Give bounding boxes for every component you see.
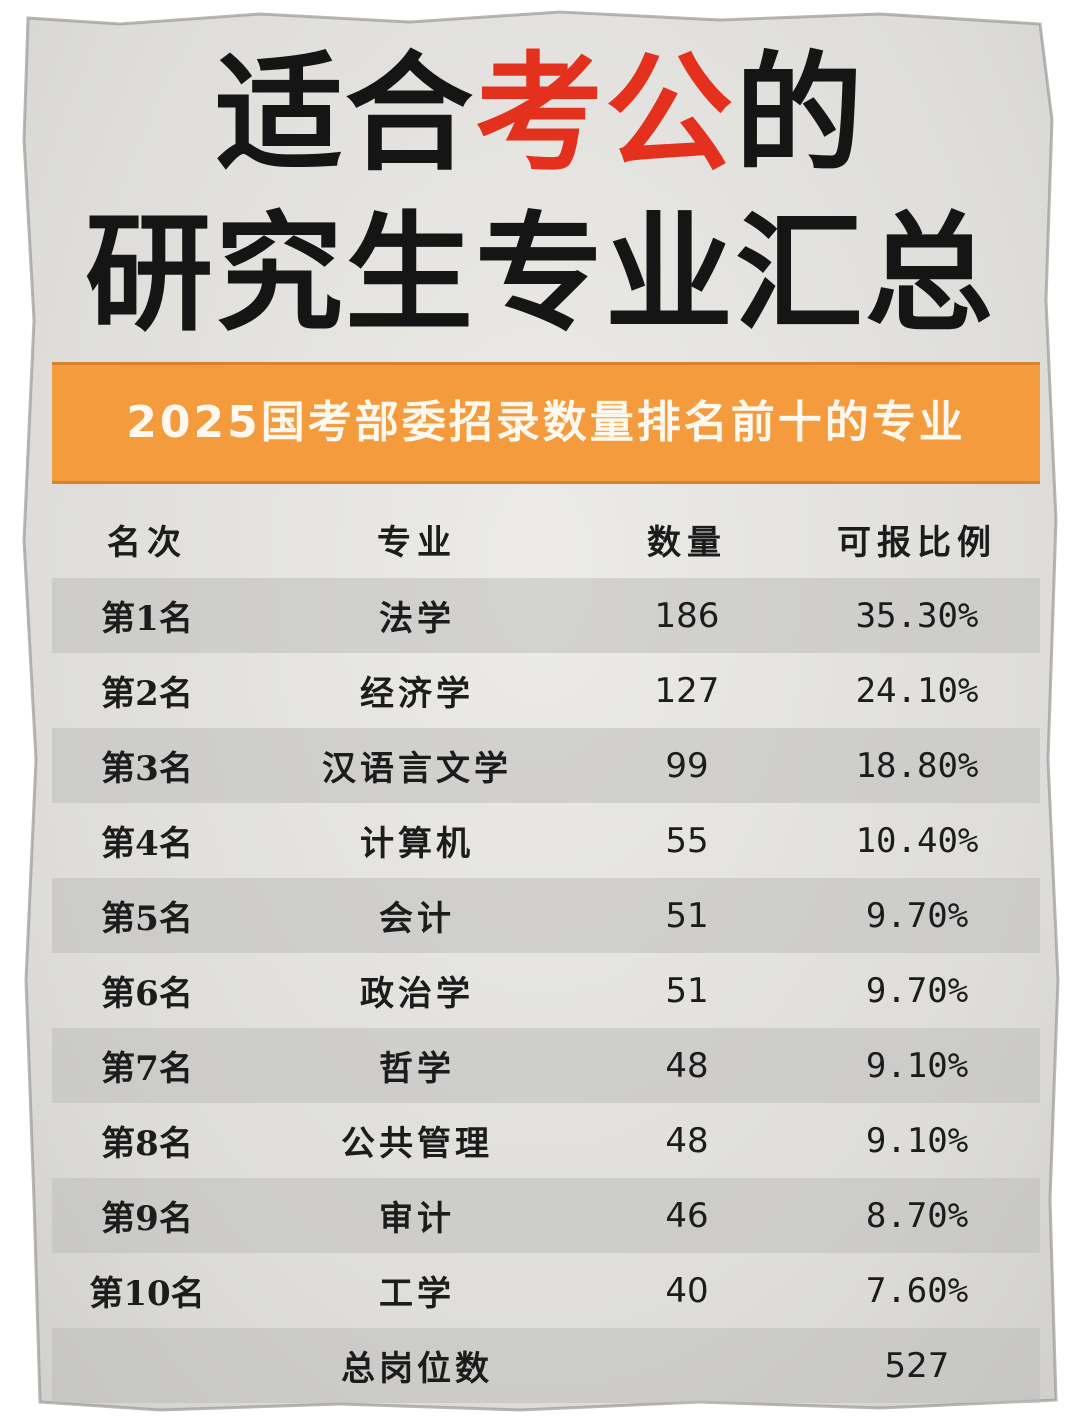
major-cell: 汉语言文学 bbox=[322, 749, 512, 789]
page-title-line1: 适合考公的 bbox=[0, 40, 1080, 190]
table-row: 第1名 法学 186 35.30% bbox=[52, 578, 1040, 653]
count-cell: 40 bbox=[665, 1270, 709, 1311]
ratio-cell: 9.70% bbox=[865, 970, 969, 1011]
table-total-row: 总岗位数 527 bbox=[52, 1328, 1040, 1403]
count-cell: 46 bbox=[665, 1195, 709, 1236]
rank-cell: 第8名 bbox=[101, 1124, 193, 1164]
major-cell: 公共管理 bbox=[341, 1124, 493, 1164]
ratio-cell: 9.10% bbox=[865, 1045, 969, 1086]
table-row: 第9名 审计 46 8.70% bbox=[52, 1178, 1040, 1253]
page-title-line2: 研究生专业汇总 bbox=[84, 200, 995, 349]
table-row: 第3名 汉语言文学 99 18.80% bbox=[52, 728, 1040, 803]
table-row: 第7名 哲学 48 9.10% bbox=[52, 1028, 1040, 1103]
header-major: 专业 bbox=[377, 522, 457, 563]
table-header-row: 名次 专业 数量 可报比例 bbox=[52, 500, 1040, 578]
rank-cell: 第2名 bbox=[101, 674, 193, 714]
major-cell: 哲学 bbox=[379, 1049, 455, 1089]
ranking-table: 名次 专业 数量 可报比例 第1名 法学 186 35.30% 第2名 经济学 … bbox=[52, 500, 1040, 1403]
subtitle-banner-text: 2025国考部委招录数量排名前十的专业 bbox=[126, 397, 966, 448]
table-row: 第10名 工学 40 7.60% bbox=[52, 1253, 1040, 1328]
major-cell: 计算机 bbox=[360, 824, 474, 864]
rank-cell: 第1名 bbox=[101, 599, 193, 639]
rank-cell: 第4名 bbox=[101, 824, 193, 864]
major-cell: 审计 bbox=[379, 1199, 455, 1239]
total-value: 527 bbox=[884, 1345, 950, 1386]
rank-cell: 第9名 bbox=[101, 1199, 193, 1239]
ratio-cell: 18.80% bbox=[855, 745, 979, 786]
title-accent-text: 考公 bbox=[474, 40, 735, 189]
count-cell: 48 bbox=[665, 1120, 709, 1161]
header-ratio: 可报比例 bbox=[837, 522, 997, 563]
count-cell: 99 bbox=[665, 745, 709, 786]
major-cell: 工学 bbox=[379, 1274, 455, 1314]
ratio-cell: 9.70% bbox=[865, 895, 969, 936]
count-cell: 51 bbox=[665, 895, 709, 936]
rank-cell: 第10名 bbox=[89, 1274, 205, 1314]
title-text-start: 适合 bbox=[214, 40, 475, 189]
table-row: 第6名 政治学 51 9.70% bbox=[52, 953, 1040, 1028]
ratio-cell: 7.60% bbox=[865, 1270, 969, 1311]
count-cell: 127 bbox=[654, 670, 720, 711]
count-cell: 55 bbox=[665, 820, 709, 861]
major-cell: 政治学 bbox=[360, 974, 474, 1014]
table-row: 第2名 经济学 127 24.10% bbox=[52, 653, 1040, 728]
major-cell: 法学 bbox=[379, 599, 455, 639]
major-cell: 经济学 bbox=[360, 674, 474, 714]
subtitle-banner: 2025国考部委招录数量排名前十的专业 bbox=[52, 362, 1040, 484]
ratio-cell: 8.70% bbox=[865, 1195, 969, 1236]
major-cell: 会计 bbox=[379, 899, 455, 939]
ratio-cell: 24.10% bbox=[855, 670, 979, 711]
count-cell: 186 bbox=[654, 595, 720, 636]
count-cell: 51 bbox=[665, 970, 709, 1011]
table-row: 第4名 计算机 55 10.40% bbox=[52, 803, 1040, 878]
rank-cell: 第3名 bbox=[101, 749, 193, 789]
header-count: 数量 bbox=[647, 522, 727, 563]
table-row: 第5名 会计 51 9.70% bbox=[52, 878, 1040, 953]
ratio-cell: 35.30% bbox=[855, 595, 979, 636]
table-row: 第8名 公共管理 48 9.10% bbox=[52, 1103, 1040, 1178]
count-cell: 48 bbox=[665, 1045, 709, 1086]
ratio-cell: 10.40% bbox=[855, 820, 979, 861]
title-text-end: 的 bbox=[735, 40, 866, 189]
rank-cell: 第7名 bbox=[101, 1049, 193, 1089]
rank-cell: 第6名 bbox=[101, 974, 193, 1014]
rank-cell: 第5名 bbox=[101, 899, 193, 939]
header-rank: 名次 bbox=[107, 522, 187, 563]
ratio-cell: 9.10% bbox=[865, 1120, 969, 1161]
total-label: 总岗位数 bbox=[341, 1349, 493, 1389]
